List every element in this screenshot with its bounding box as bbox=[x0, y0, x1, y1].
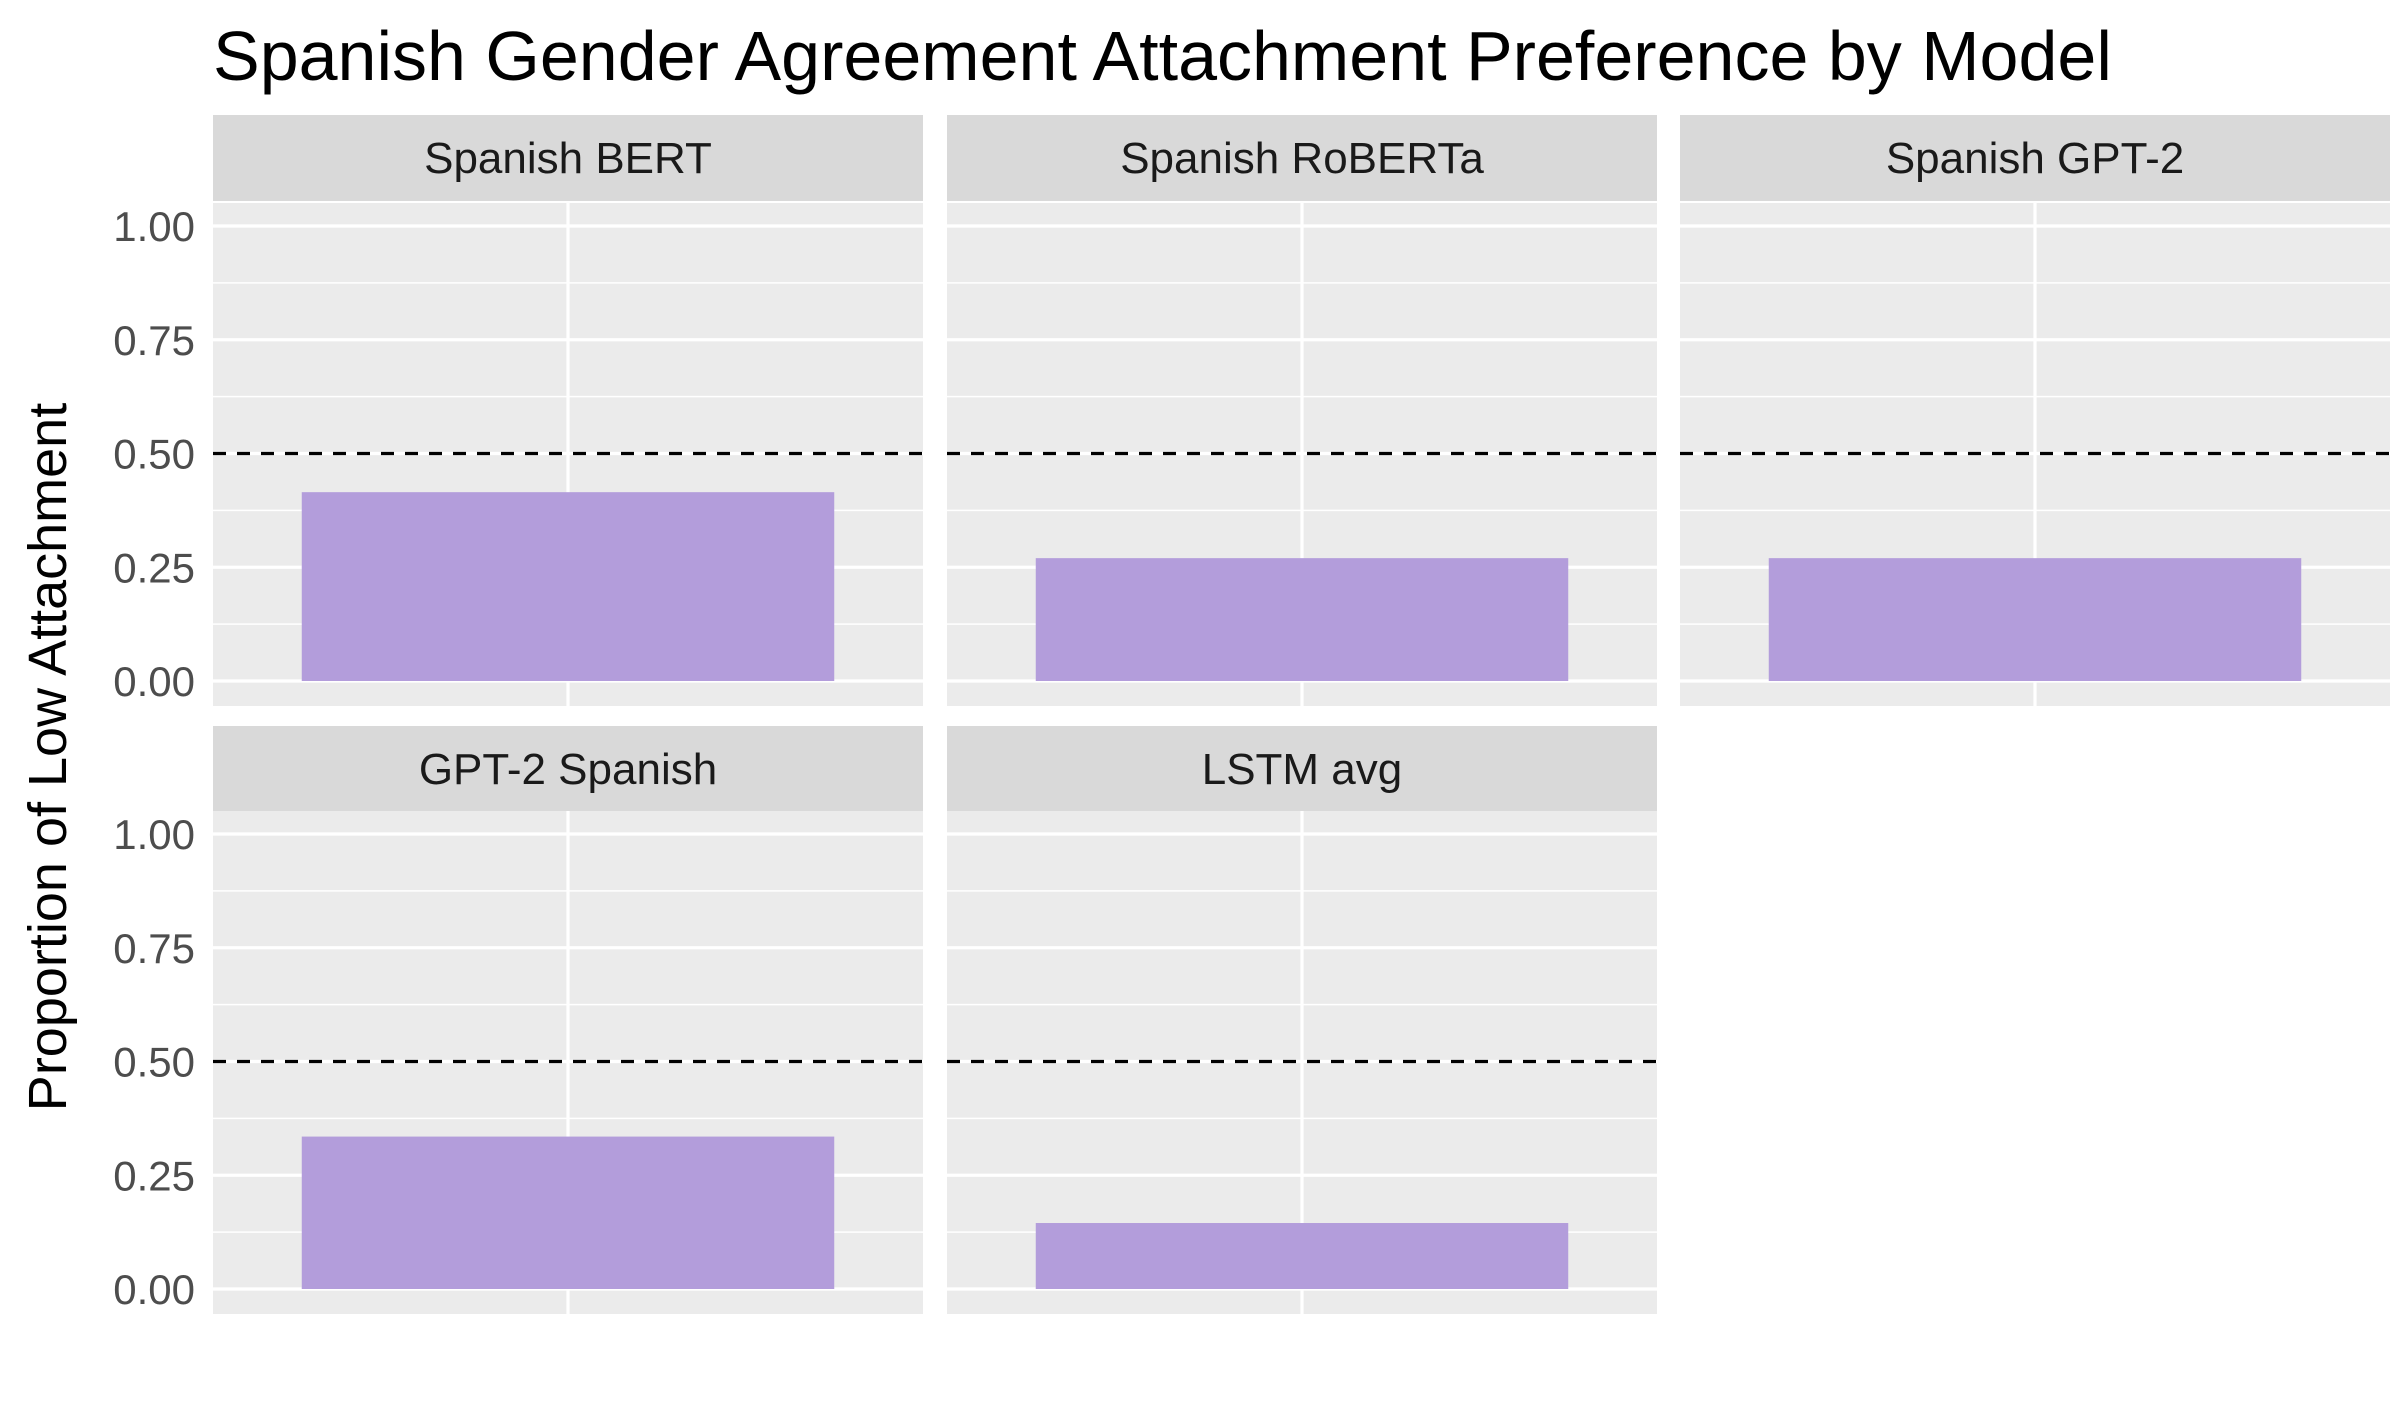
facet-label: LSTM avg bbox=[1202, 745, 1403, 794]
bar bbox=[1035, 558, 1569, 681]
y-tick-label: 0.75 bbox=[113, 317, 195, 364]
facet-strip bbox=[947, 726, 1657, 812]
bar bbox=[1768, 558, 2302, 681]
facet-strip bbox=[213, 726, 923, 812]
bar bbox=[1035, 1223, 1569, 1289]
facet-label: Spanish BERT bbox=[424, 134, 712, 183]
y-tick-label: 0.00 bbox=[113, 1266, 195, 1313]
facet-panel: GPT-2 Spanish 0.00 0.25 0.50 0.75 1.00 bbox=[113, 726, 923, 1314]
facet-strip bbox=[1680, 115, 2390, 201]
facet-panel: Spanish BERT 0.00 0.25 0.50 0.75 1.00 bbox=[113, 115, 923, 706]
facet-strip bbox=[947, 115, 1657, 201]
facet-label: GPT-2 Spanish bbox=[419, 745, 717, 794]
y-tick-label: 1.00 bbox=[113, 203, 195, 250]
y-tick-label: 0.25 bbox=[113, 1152, 195, 1199]
bar bbox=[301, 492, 835, 681]
facet-panel: Spanish GPT-2 bbox=[1680, 115, 2390, 706]
chart-title: Spanish Gender Agreement Attachment Pref… bbox=[213, 17, 2112, 95]
y-tick-label: 0.50 bbox=[113, 431, 195, 478]
facet-panels: Spanish BERT0.000.250.500.751.00Spanish … bbox=[113, 115, 2390, 1314]
y-tick-label: 1.00 bbox=[113, 811, 195, 858]
bar bbox=[301, 1136, 835, 1289]
facet-label: Spanish RoBERTa bbox=[1120, 134, 1484, 183]
facet-strip bbox=[213, 115, 923, 201]
y-tick-label: 0.00 bbox=[113, 658, 195, 705]
facet-panel: Spanish RoBERTa bbox=[947, 115, 1657, 706]
facet-label: Spanish GPT-2 bbox=[1886, 134, 2184, 183]
y-tick-label: 0.25 bbox=[113, 544, 195, 591]
y-tick-label: 0.75 bbox=[113, 925, 195, 972]
y-tick-label: 0.50 bbox=[113, 1039, 195, 1086]
facet-panel: LSTM avg bbox=[947, 726, 1657, 1314]
y-axis-label: Proportion of Low Attachment bbox=[18, 403, 78, 1111]
